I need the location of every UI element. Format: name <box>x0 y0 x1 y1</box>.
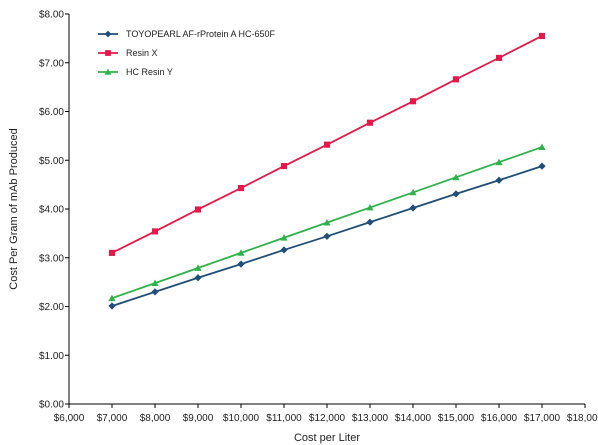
y-tick-label: $3.00 <box>39 253 64 264</box>
y-tick-label: $2.00 <box>39 302 64 313</box>
data-point <box>538 143 546 150</box>
data-point <box>323 232 331 240</box>
y-tick-label: $0.00 <box>39 400 64 411</box>
chart-legend: TOYOPEARL AF-rProtein A HC-650F Resin X HC… <box>98 29 276 77</box>
x-tick-label: $15,000 <box>438 413 475 424</box>
y-tick-label: $5.00 <box>39 156 64 167</box>
legend-label: TOYOPEARL AF-rProtein A HC-650F <box>126 29 276 39</box>
x-tick-label: $16,000 <box>481 413 518 424</box>
data-point <box>495 176 503 184</box>
data-point <box>151 279 159 286</box>
data-point <box>194 264 202 271</box>
data-point <box>409 204 417 212</box>
data-point <box>538 162 546 170</box>
data-point <box>108 249 116 256</box>
x-tick-label: $11,000 <box>266 413 302 424</box>
x-tick-label: $7,000 <box>97 413 128 424</box>
x-tick-label: $9,000 <box>183 413 214 424</box>
data-point <box>409 98 417 105</box>
x-tick-label: $14,000 <box>395 413 432 424</box>
y-tick-label: $4.00 <box>39 205 64 216</box>
data-point <box>280 234 288 241</box>
data-point <box>323 219 331 226</box>
y-tick-label: $6.00 <box>39 107 64 118</box>
y-axis-title: Cost Per Gram of mAb Produced <box>8 128 20 289</box>
y-axis-ticks: $0.00 $1.00 $2.00 $3.00 $4.00 $5.00 $6.00 $7.00… <box>39 10 69 411</box>
x-tick-label: $12,000 <box>309 413 346 424</box>
data-point <box>237 249 245 256</box>
legend-marker <box>104 68 112 75</box>
data-point <box>495 158 503 166</box>
data-point <box>280 163 288 170</box>
data-point <box>108 294 116 302</box>
data-point <box>409 188 417 196</box>
legend-marker <box>105 50 111 56</box>
x-axis-title: Cost per Liter <box>294 432 360 444</box>
x-tick-label: $6,000 <box>54 413 85 424</box>
legend-item: Resin X <box>98 48 158 58</box>
series-2 <box>108 32 546 256</box>
series-1 <box>108 162 546 310</box>
data-point <box>366 203 374 211</box>
data-point <box>237 260 245 268</box>
legend-marker <box>104 30 112 38</box>
x-tick-label: $13,000 <box>352 413 389 424</box>
data-point <box>194 206 202 213</box>
legend-label: HC Resin Y <box>126 67 173 77</box>
y-tick-label: $7.00 <box>39 58 64 69</box>
legend-item: TOYOPEARL AF-rProtein A HC-650F <box>98 29 276 39</box>
data-point <box>237 184 245 192</box>
data-point <box>366 119 374 126</box>
data-point <box>194 274 202 282</box>
data-point <box>538 32 546 39</box>
data-point <box>366 218 374 226</box>
data-point <box>452 76 460 83</box>
data-point <box>108 302 116 310</box>
legend-item: HC Resin Y <box>98 67 173 77</box>
x-tick-label: $17,000 <box>524 413 561 424</box>
series-layer <box>108 32 546 310</box>
legend-label: Resin X <box>126 48 158 58</box>
series-3 <box>108 143 546 302</box>
data-point <box>452 173 460 181</box>
data-point <box>280 246 288 254</box>
data-point <box>323 141 331 148</box>
x-axis-ticks: $6,000 $7,000 $8,000 $9,000 $10,000 $11,000 $1… <box>54 404 598 424</box>
x-tick-label: $10,000 <box>223 413 260 424</box>
x-tick-label: $8,000 <box>140 413 171 424</box>
y-tick-label: $1.00 <box>39 351 64 362</box>
x-tick-label: $18,000 <box>567 413 598 424</box>
data-point <box>151 288 159 296</box>
y-tick-label: $8.00 <box>39 10 64 21</box>
data-point <box>495 54 503 61</box>
data-point <box>452 190 460 198</box>
data-point <box>151 228 159 235</box>
